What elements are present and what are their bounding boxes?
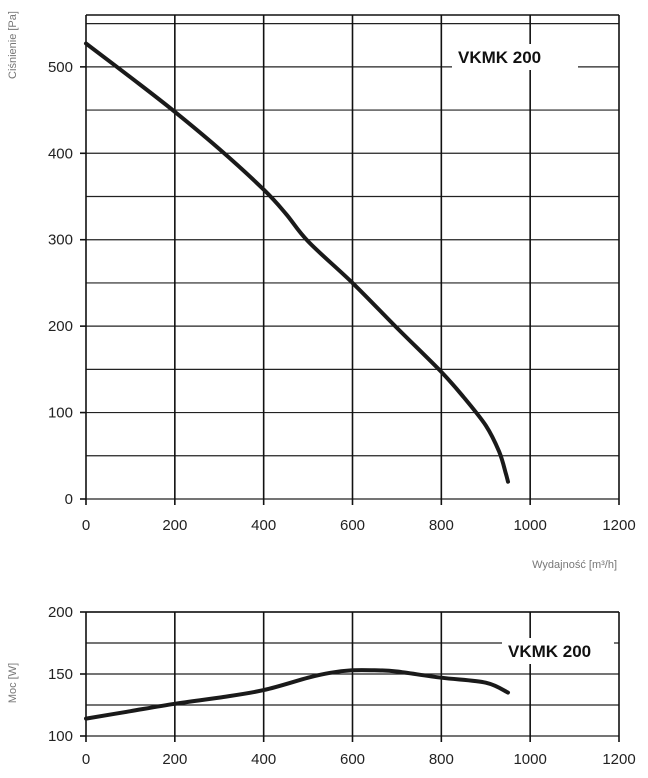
- pressure-x-tick-label: 1200: [602, 517, 635, 534]
- pressure-series-label-bg: [452, 44, 578, 70]
- pressure-x-tick-label: 600: [340, 517, 365, 534]
- pressure-y-tick-label: 300: [48, 232, 73, 249]
- power-y-axis-label: Moc [W]: [7, 663, 19, 703]
- power-y-tick-label: 150: [48, 666, 73, 683]
- power-curve: [84, 668, 510, 721]
- pressure-curve: [84, 41, 510, 484]
- power-chart: 0 200 400 600 800 1000 1200 100 150 200 Moc [W] V…: [7, 604, 636, 768]
- pressure-grid: [80, 14, 620, 505]
- pressure-tick-labels: 0 200 400 600 800 1000 1200 0 100 200 300 400 500: [48, 59, 636, 534]
- pressure-x-tick-label: 1000: [513, 517, 546, 534]
- pressure-x-axis-label: Wydajność [m³/h]: [532, 559, 617, 571]
- pressure-y-tick-label: 0: [65, 491, 73, 508]
- pressure-x-tick-label: 400: [251, 517, 276, 534]
- power-x-tick-label: 200: [162, 751, 187, 768]
- pressure-y-tick-label: 400: [48, 145, 73, 162]
- pressure-y-tick-label: 100: [48, 405, 73, 422]
- power-y-tick-label: 100: [48, 728, 73, 745]
- pressure-x-tick-label: 800: [429, 517, 454, 534]
- power-x-tick-label: 1000: [513, 751, 546, 768]
- pressure-chart: 0 200 400 600 800 1000 1200 0 100 200 300 400 500 Ci…: [7, 11, 636, 571]
- pressure-y-tick-label: 500: [48, 59, 73, 76]
- power-x-tick-label: 600: [340, 751, 365, 768]
- power-x-tick-label: 800: [429, 751, 454, 768]
- pressure-x-tick-label: 200: [162, 517, 187, 534]
- pressure-y-axis-label: Ciśnienie [Pa]: [7, 11, 19, 79]
- power-x-tick-label: 400: [251, 751, 276, 768]
- power-x-tick-label: 0: [82, 751, 90, 768]
- power-y-tick-label: 200: [48, 604, 73, 621]
- power-tick-labels: 0 200 400 600 800 1000 1200 100 150 200: [48, 604, 636, 768]
- pressure-x-tick-label: 0: [82, 517, 90, 534]
- power-series-label-bg: [502, 638, 614, 664]
- power-x-tick-label: 1200: [602, 751, 635, 768]
- pressure-y-tick-label: 200: [48, 318, 73, 335]
- pressure-series-label: VKMK 200: [458, 48, 541, 67]
- power-series-label: VKMK 200: [508, 642, 591, 661]
- power-grid: [80, 611, 620, 742]
